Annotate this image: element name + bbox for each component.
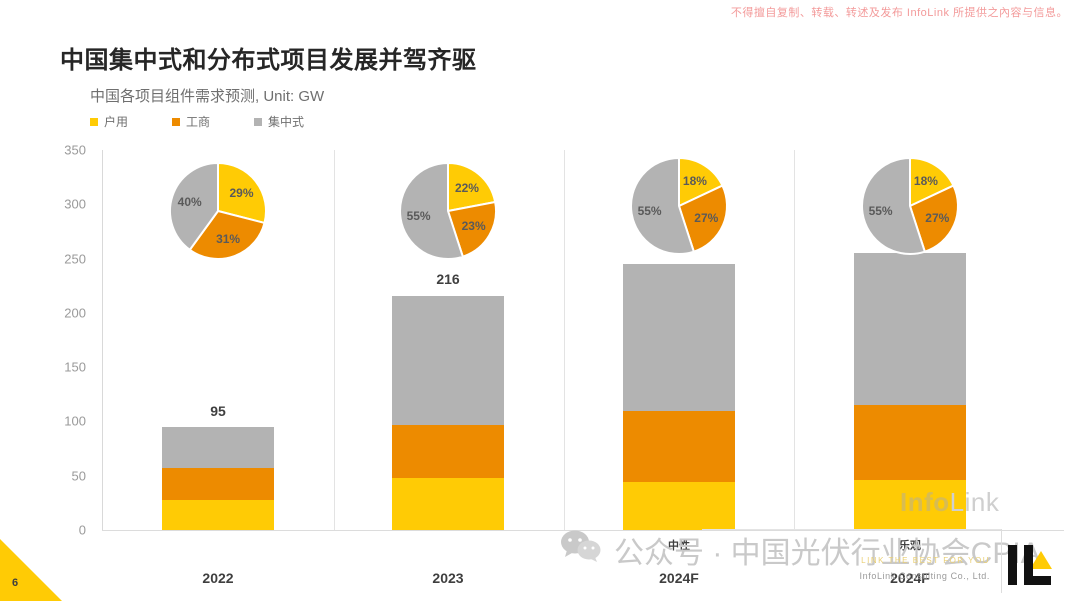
- copyright-notice: 不得擅自复制、转载、转述及发布 InfoLink 所提供之內容与信息。: [730, 7, 1068, 19]
- legend-item-工商: 工商: [172, 113, 210, 130]
- pie-slice-户用[interactable]: [447, 161, 497, 213]
- legend-label: 户用: [104, 115, 129, 129]
- x-axis-label: 2023: [432, 570, 464, 586]
- bar-segment-工商[interactable]: [854, 405, 966, 481]
- bar-segment-集中式[interactable]: [162, 426, 274, 469]
- pie-slice-label: 55%: [868, 203, 893, 218]
- bar-segment-工商[interactable]: [162, 468, 274, 500]
- pie-slice-户用[interactable]: [909, 156, 955, 208]
- y-axis-tick: 100: [64, 413, 86, 429]
- stacked-bar[interactable]: [162, 426, 274, 530]
- y-axis-tick: 300: [64, 196, 86, 212]
- pie-chart-2023[interactable]: 22% 23% 55%: [397, 160, 499, 262]
- bar-segment-户用[interactable]: [854, 480, 966, 530]
- x-axis-label: 2024F: [890, 570, 930, 586]
- pie-slice-label: 27%: [925, 210, 950, 225]
- bar-segment-集中式[interactable]: [623, 264, 735, 411]
- legend-swatch-icon: [254, 117, 263, 126]
- page-corner-badge: [0, 539, 62, 601]
- category-divider: [564, 150, 565, 530]
- x-axis-label: 2022: [202, 570, 234, 586]
- footer-divider-horizontal: [702, 529, 1002, 530]
- legend-label: 工商: [186, 115, 211, 129]
- y-axis-tick: 350: [64, 142, 86, 158]
- chart-legend: 户用 工商 集中式: [90, 113, 304, 130]
- legend-item-集中式: 集中式: [254, 113, 304, 130]
- x-axis-label: 2024F: [659, 570, 699, 586]
- pie-slice-工商[interactable]: [677, 184, 728, 253]
- legend-swatch-icon: [172, 117, 181, 126]
- pie-chart-2024F-中性[interactable]: 18% 27% 55%: [628, 155, 730, 257]
- page-number: 6: [12, 577, 19, 589]
- wechat-icon: [560, 529, 602, 571]
- pie-slice-label: 23%: [461, 219, 486, 234]
- pie-slice-集中式[interactable]: [399, 161, 465, 260]
- scenario-label: 中性: [668, 540, 690, 552]
- y-axis-tick: 200: [64, 305, 86, 321]
- footer-divider-vertical: [1001, 529, 1002, 593]
- category-divider: [794, 150, 795, 530]
- y-axis-tick: 150: [64, 359, 86, 375]
- pie-slice-工商[interactable]: [188, 209, 266, 260]
- pie-slice-户用[interactable]: [678, 156, 724, 208]
- pie-slice-label: 55%: [406, 208, 431, 223]
- pie-slice-工商[interactable]: [446, 200, 497, 258]
- bar-segment-工商[interactable]: [392, 424, 504, 478]
- legend-label: 集中式: [268, 115, 305, 129]
- pie-chart-2024F-乐观[interactable]: 18% 27% 55%: [859, 155, 961, 257]
- bar-segment-户用[interactable]: [623, 482, 735, 530]
- stacked-bar[interactable]: [623, 264, 735, 530]
- category-divider: [334, 150, 335, 530]
- pie-slice-集中式[interactable]: [169, 161, 219, 252]
- bar-segment-集中式[interactable]: [854, 253, 966, 406]
- y-axis-tick: 0: [78, 522, 86, 538]
- pie-slice-label: 40%: [177, 194, 202, 209]
- pie-slice-户用[interactable]: [217, 161, 267, 225]
- x-axis-line: [102, 530, 1064, 531]
- y-axis-line: [102, 150, 103, 530]
- chart-subtitle: 中国各项目组件需求预测, Unit: GW: [90, 88, 325, 105]
- bar-segment-户用[interactable]: [392, 477, 504, 530]
- pie-slice-集中式[interactable]: [630, 156, 696, 255]
- footer-tagline: LINK THE BEST FOR YOU: [861, 556, 990, 565]
- pie-slice-label: 27%: [694, 210, 719, 225]
- legend-item-户用: 户用: [90, 113, 128, 130]
- y-axis: 0 50 100 150 200 250 300 350: [44, 143, 94, 538]
- legend-swatch-icon: [90, 117, 98, 126]
- stacked-bar[interactable]: [854, 253, 966, 530]
- pie-slice-label: 18%: [913, 173, 938, 188]
- page-title: 中国集中式和分布式项目发展并驾齐驱: [60, 47, 477, 74]
- infolink-logo: [994, 539, 1064, 593]
- pie-slice-label: 31%: [216, 232, 241, 246]
- bar-segment-集中式[interactable]: [392, 295, 504, 425]
- pie-slice-label: 29%: [229, 185, 254, 200]
- pie-slice-label: 18%: [682, 173, 707, 188]
- y-axis-tick: 250: [64, 251, 86, 267]
- pie-slice-label: 55%: [637, 203, 662, 218]
- scenario-label: 乐观: [899, 540, 921, 552]
- y-axis-tick: 50: [71, 468, 86, 484]
- bar-segment-户用[interactable]: [162, 499, 274, 530]
- pie-slice-集中式[interactable]: [861, 156, 927, 255]
- footer-company-name: InfoLink Consulting Co., Ltd.: [859, 571, 990, 581]
- pie-chart-2022[interactable]: 29% 31% 40%: [167, 160, 269, 262]
- bar-total-label: 95: [210, 402, 226, 419]
- stacked-bar[interactable]: [392, 295, 504, 530]
- pie-slice-label: 22%: [454, 181, 479, 196]
- cpia-watermark: 公众号 · 中国光伏行业协会CPIA: [560, 528, 1041, 572]
- bar-segment-工商[interactable]: [623, 410, 735, 483]
- pie-slice-工商[interactable]: [908, 184, 959, 253]
- bar-total-label: 216: [436, 271, 460, 288]
